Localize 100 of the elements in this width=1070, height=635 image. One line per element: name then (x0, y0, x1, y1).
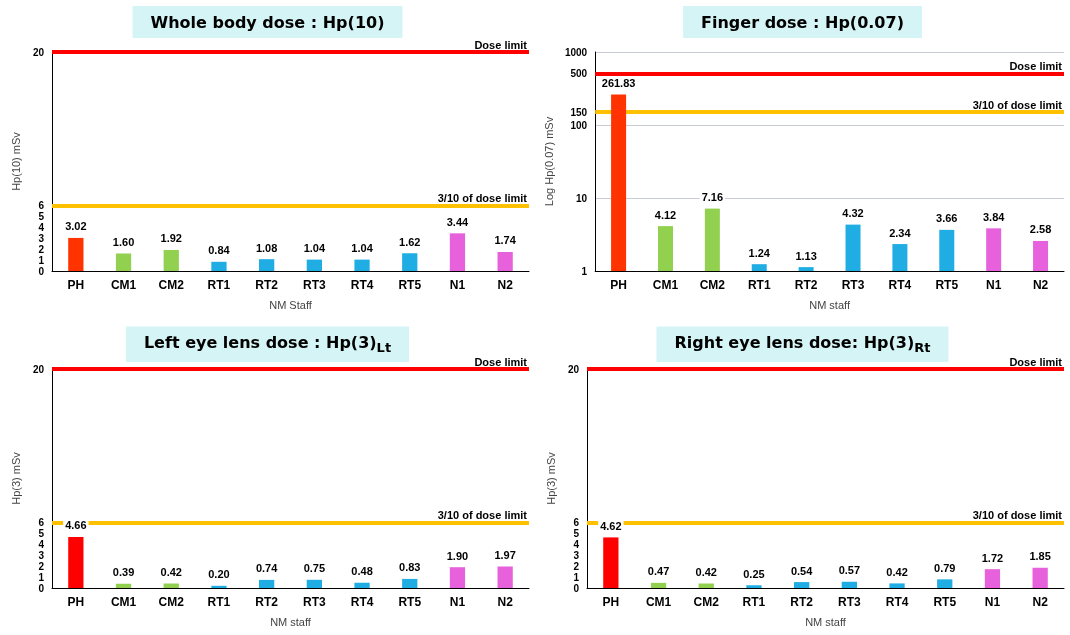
data-label: 0.48 (351, 565, 373, 578)
data-label: 0.20 (208, 568, 230, 581)
y-tick-label: 150 (570, 106, 588, 118)
x-tick-label: PH (610, 278, 627, 292)
x-tick-label: RT3 (841, 278, 865, 292)
x-tick-label: PH (67, 278, 85, 292)
x-axis-title: NM Staff (269, 298, 313, 311)
data-label: 0.75 (303, 562, 326, 575)
data-label: 2.34 (889, 226, 912, 239)
bar (402, 578, 418, 588)
data-label: 1.92 (160, 232, 182, 245)
data-label: 0.74 (255, 562, 279, 575)
data-label: 4.62 (600, 519, 622, 532)
data-label: 4.66 (65, 519, 87, 532)
bar (889, 583, 905, 588)
x-tick-label: RT4 (885, 595, 909, 609)
x-axis-title: NM staff (805, 615, 847, 628)
chart-title: Finger dose : Hp(0.07) (701, 12, 904, 32)
y-tick-label: 5 (573, 527, 580, 539)
y-tick-label: 5 (38, 527, 45, 539)
x-tick-label: N1 (449, 595, 466, 609)
y-tick-label: 20 (32, 46, 45, 58)
data-label: 0.54 (790, 564, 814, 577)
bar (449, 567, 466, 588)
x-tick-label: RT2 (255, 595, 279, 609)
data-label: 1.24 (748, 246, 771, 259)
x-tick-label: PH (67, 595, 85, 609)
bar (1032, 567, 1048, 588)
x-tick-label: RT1 (207, 595, 231, 609)
bar (259, 259, 275, 271)
x-tick-label: RT4 (888, 278, 912, 292)
bar (306, 259, 322, 271)
y-tick-label: 2 (573, 560, 580, 572)
x-tick-label: CM1 (645, 595, 672, 609)
x-axis-title: NM staff (270, 615, 312, 628)
ref-line-label: 3/10 of dose limit (972, 98, 1063, 111)
data-label: 4.12 (654, 208, 677, 221)
data-label: 1.62 (399, 235, 421, 248)
x-tick-label: RT1 (742, 595, 766, 609)
y-tick-label: 2 (38, 560, 45, 572)
ref-line-label: Dose limit (1009, 355, 1063, 368)
bar (937, 579, 953, 588)
data-label: 0.57 (838, 564, 861, 577)
y-tick-label: 0 (573, 582, 580, 594)
bar (603, 537, 619, 588)
x-tick-label: CM2 (158, 595, 185, 609)
bar (354, 582, 370, 588)
data-label: 3.66 (936, 212, 958, 225)
data-label: 1.74 (494, 234, 517, 247)
x-tick-label: RT5 (933, 595, 957, 609)
bar (211, 585, 227, 588)
data-label: 1.60 (112, 235, 135, 248)
x-tick-label: RT3 (838, 595, 862, 609)
data-label: 1.08 (255, 241, 278, 254)
x-tick-label: N1 (984, 595, 1001, 609)
y-tick-label: 100 (570, 119, 588, 131)
y-tick-label: 1 (38, 571, 45, 583)
x-tick-label: CM2 (699, 278, 726, 292)
data-label: 0.83 (399, 561, 421, 574)
y-tick-label: 1 (581, 265, 588, 277)
ref-line-label: 3/10 of dose limit (972, 508, 1063, 521)
y-tick-label: 1 (38, 254, 45, 266)
ref-line-label: 3/10 of dose limit (437, 191, 528, 204)
x-tick-label: RT5 (398, 278, 422, 292)
y-tick-label: 6 (38, 516, 45, 528)
data-label: 1.85 (1029, 550, 1051, 563)
bar (746, 585, 762, 588)
y-tick-label: 4 (573, 538, 580, 550)
bar (115, 253, 132, 271)
x-tick-label: RT2 (794, 278, 818, 292)
y-tick-label: 3 (573, 549, 580, 561)
y-tick-label: 3 (38, 549, 45, 561)
bar (354, 259, 370, 271)
x-tick-label: CM2 (158, 278, 185, 292)
x-tick-label: CM1 (110, 595, 137, 609)
data-label: 0.42 (886, 565, 908, 578)
data-label: 0.84 (208, 244, 231, 257)
bar (402, 253, 418, 271)
y-tick-label: 3 (38, 232, 45, 244)
x-tick-label: RT2 (790, 595, 814, 609)
y-tick-label: 2 (38, 243, 45, 255)
data-label: 1.72 (981, 551, 1004, 564)
bar (650, 582, 667, 588)
bar (449, 233, 466, 271)
x-tick-label: CM1 (652, 278, 679, 292)
bar (211, 261, 227, 271)
data-label: 0.25 (743, 567, 765, 580)
x-tick-label: PH (602, 595, 620, 609)
data-label: 0.42 (695, 565, 717, 578)
y-tick-label: 0 (38, 582, 45, 594)
x-tick-label: N2 (497, 595, 514, 609)
data-label: 0.42 (160, 565, 182, 578)
x-tick-label: RT2 (255, 278, 279, 292)
bar (163, 583, 179, 588)
bar (497, 566, 513, 588)
bar (306, 579, 322, 588)
bar (497, 251, 513, 271)
bar (68, 536, 84, 588)
data-label: 3.02 (65, 220, 87, 233)
x-tick-label: RT5 (935, 278, 959, 292)
